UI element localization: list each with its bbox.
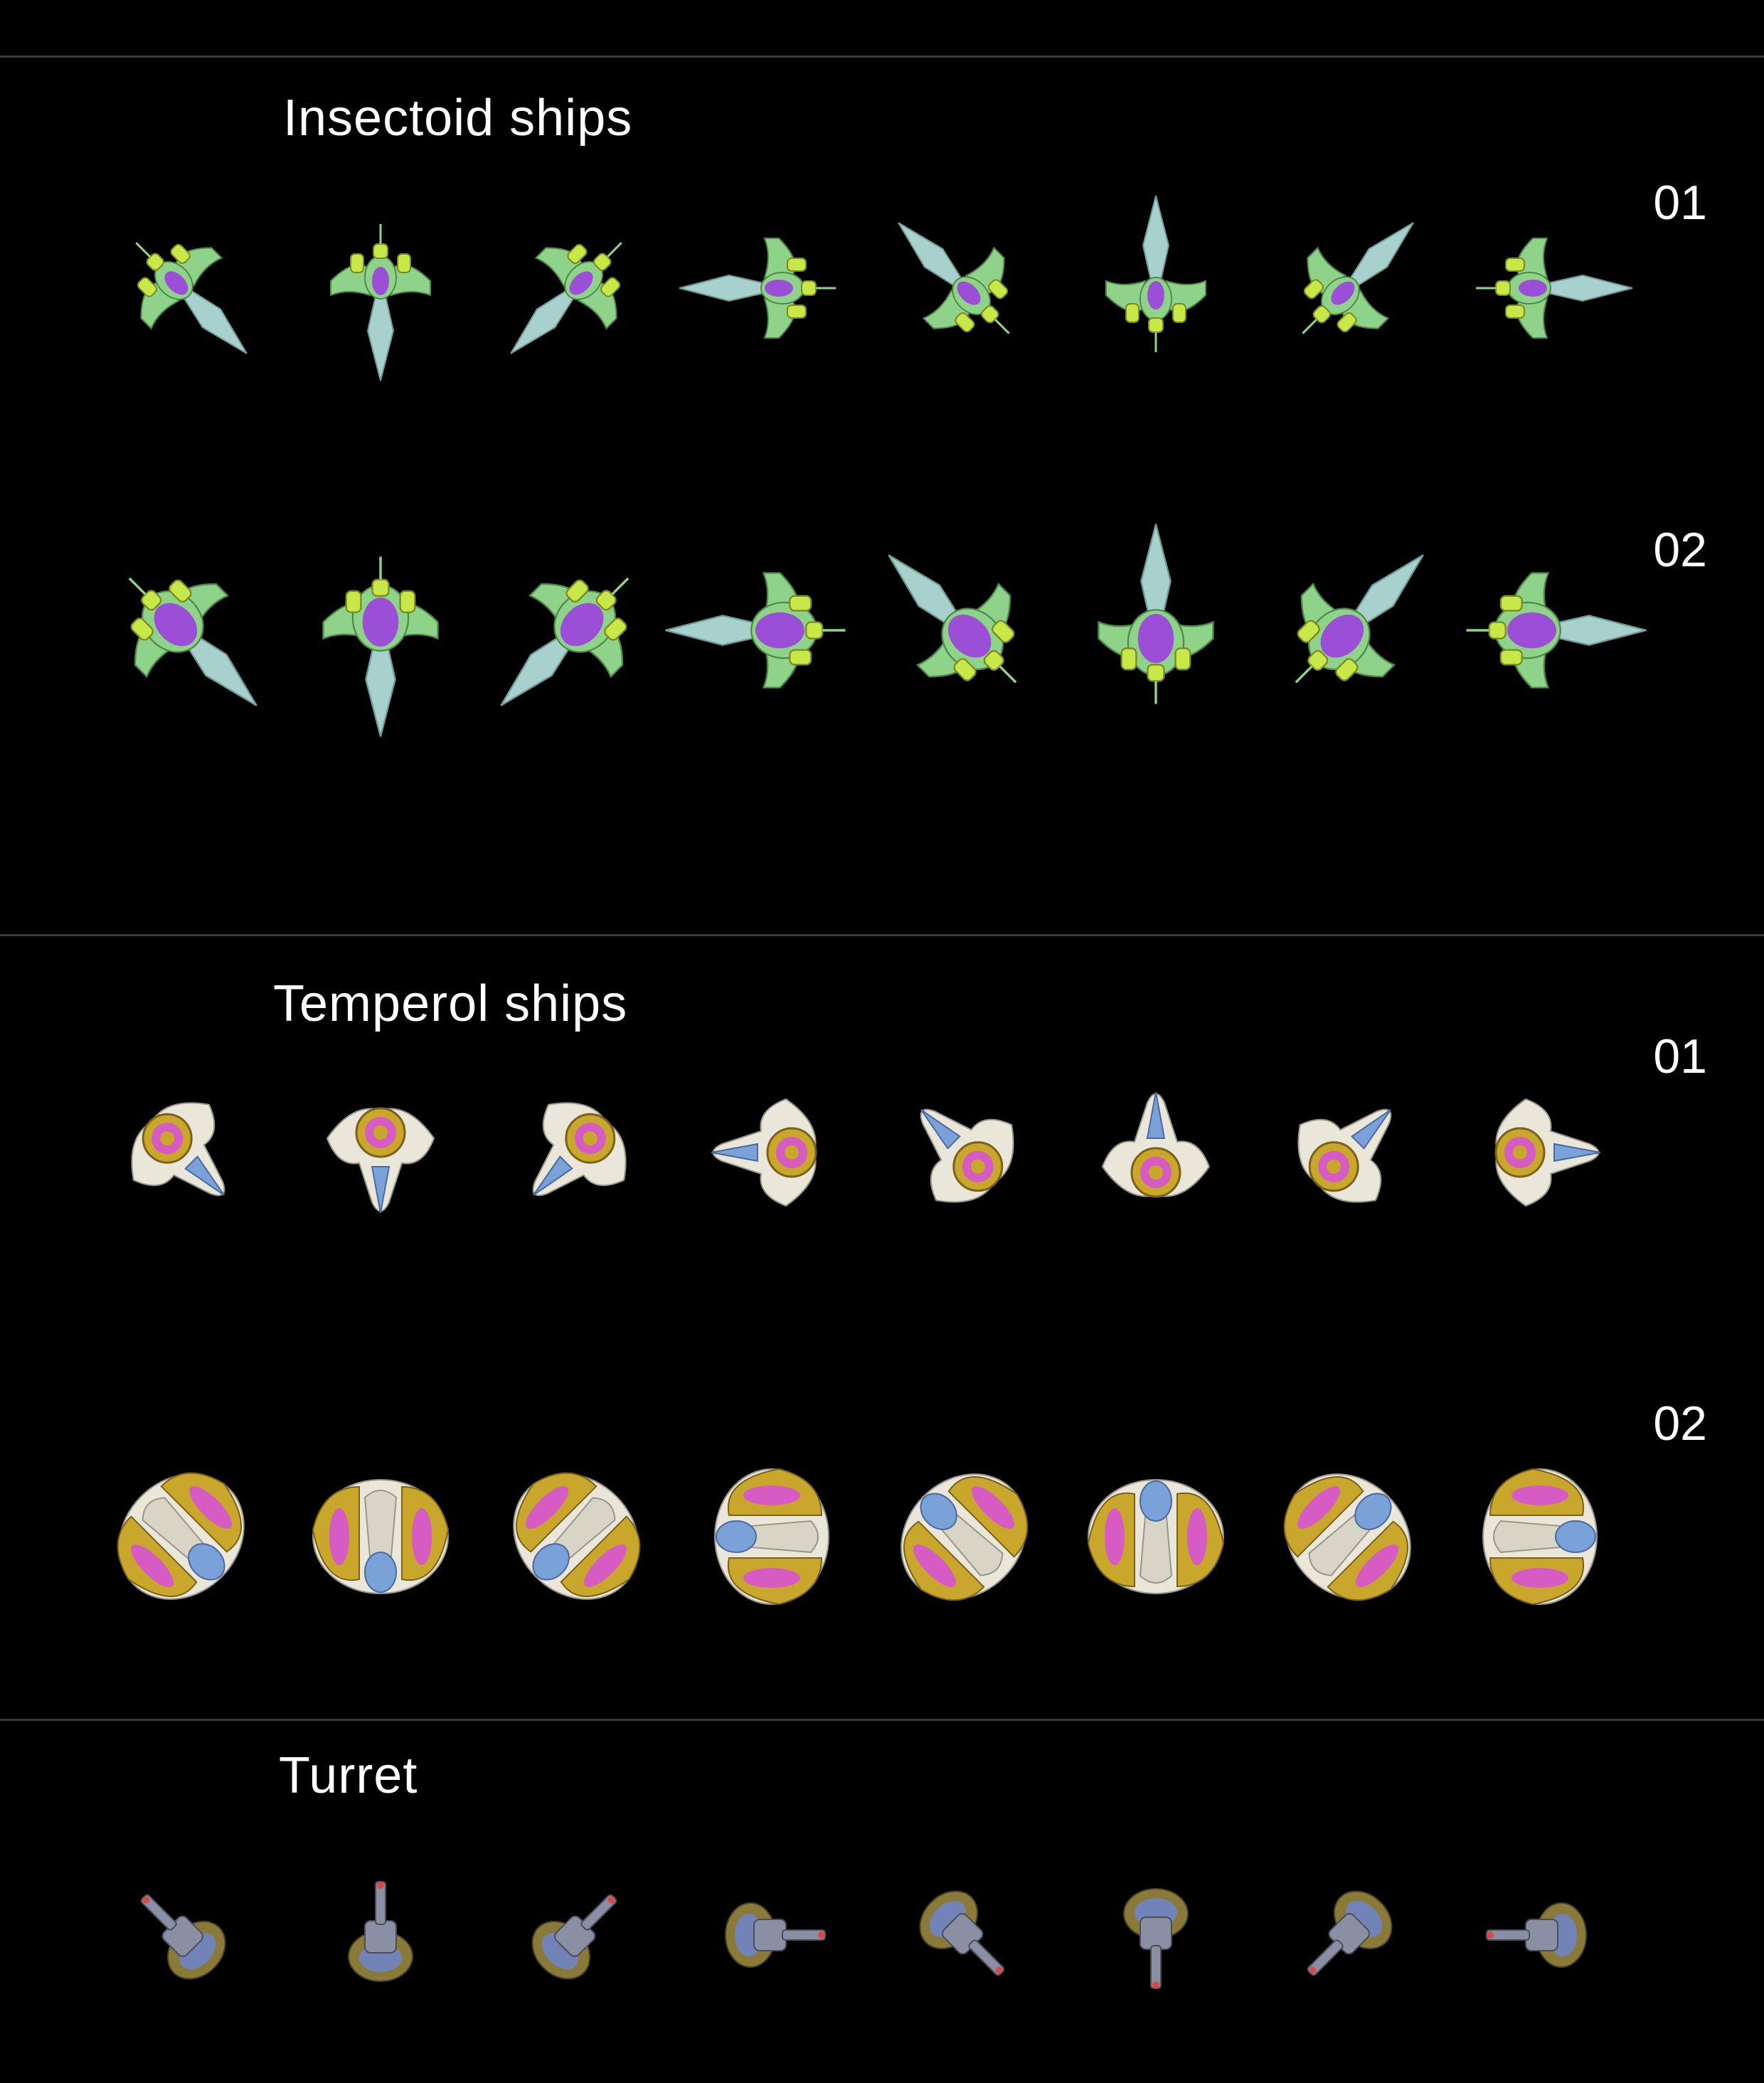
temperol-sprite-frame <box>1255 1430 1440 1643</box>
turret-sprite-frame <box>484 1828 669 2042</box>
insectoid-sprite-frame <box>665 524 864 737</box>
temperol-sprite-frame <box>484 1430 669 1643</box>
section-title-insectoid: Insectoid ships <box>283 90 633 147</box>
sprite-row-insectoid-01 <box>0 181 1764 395</box>
insectoid-sprite-frame <box>288 524 473 737</box>
sprite-row-temperol-02 <box>0 1430 1764 1643</box>
sprite-row-insectoid-02 <box>0 524 1764 737</box>
row-label-insectoid-01: 01 <box>1653 176 1707 230</box>
insectoid-sprite-frame <box>484 524 669 737</box>
temperol-sprite-frame <box>679 1430 864 1643</box>
temperol-sprite-frame <box>871 1430 1056 1643</box>
temperol-sprite-frame <box>1255 1046 1440 1259</box>
turret-sprite-frame <box>871 1828 1056 2042</box>
row-label-insectoid-02: 02 <box>1653 523 1707 577</box>
row-label-temperol-01: 01 <box>1653 1029 1707 1083</box>
insectoid-sprite-frame <box>1255 524 1440 737</box>
temperol-sprite-frame <box>484 1046 669 1259</box>
turret-sprite-frame <box>1447 1828 1632 2042</box>
temperol-sprite-frame <box>1063 1430 1248 1643</box>
insectoid-sprite-frame <box>288 181 473 395</box>
insectoid-sprite-frame <box>679 181 864 395</box>
temperol-sprite-frame <box>679 1046 864 1259</box>
insectoid-sprite-frame <box>871 524 1056 737</box>
row-label-temperol-02: 02 <box>1653 1396 1707 1451</box>
insectoid-sprite-frame <box>89 181 274 395</box>
insectoid-sprite-frame <box>484 181 669 395</box>
insectoid-sprite-frame <box>1447 524 1647 737</box>
turret-sprite-frame <box>679 1828 864 2042</box>
turret-sprite-frame <box>1255 1828 1440 2042</box>
insectoid-sprite-frame <box>1063 524 1248 737</box>
temperol-sprite-frame <box>1447 1430 1632 1643</box>
section-divider-temperol <box>0 934 1764 936</box>
insectoid-sprite-frame <box>1447 181 1633 395</box>
section-divider-turret <box>0 1719 1764 1721</box>
temperol-sprite-frame <box>89 1046 274 1259</box>
temperol-sprite-frame <box>1063 1046 1248 1259</box>
sprite-row-turret <box>0 1828 1764 2042</box>
insectoid-sprite-frame <box>89 524 274 737</box>
insectoid-sprite-frame <box>1063 181 1248 395</box>
sprite-row-temperol-01 <box>0 1046 1764 1259</box>
temperol-sprite-frame <box>89 1430 274 1643</box>
section-title-temperol: Temperol ships <box>273 975 628 1032</box>
insectoid-sprite-frame <box>871 181 1056 395</box>
temperol-sprite-frame <box>871 1046 1056 1259</box>
section-title-turret: Turret <box>279 1747 418 1804</box>
temperol-sprite-frame <box>1447 1046 1632 1259</box>
temperol-sprite-frame <box>288 1430 473 1643</box>
top-divider <box>0 55 1764 58</box>
temperol-sprite-frame <box>288 1046 473 1259</box>
insectoid-sprite-frame <box>1255 181 1440 395</box>
turret-sprite-frame <box>288 1828 473 2042</box>
turret-sprite-frame <box>89 1828 274 2042</box>
turret-sprite-frame <box>1063 1828 1248 2042</box>
